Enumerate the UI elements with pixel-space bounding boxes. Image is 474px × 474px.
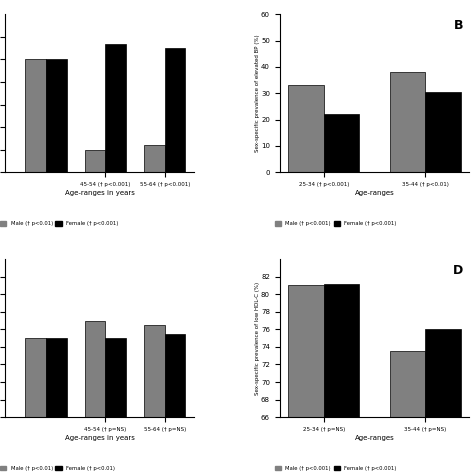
Bar (164, 334, 185, 474)
Bar (85, 320, 105, 474)
Bar (46, 59, 67, 172)
Y-axis label: Sex-specific prevalence of low HDL-C (%): Sex-specific prevalence of low HDL-C (%) (255, 282, 260, 395)
Bar (46, 338, 67, 474)
Bar (390, 72, 425, 172)
Legend: Male († p<0.001), Female († p<0.001): Male († p<0.001), Female († p<0.001) (273, 219, 399, 228)
Bar (324, 284, 359, 474)
X-axis label: Age-ranges: Age-ranges (355, 435, 394, 441)
Text: B: B (454, 19, 464, 32)
Bar (144, 145, 164, 172)
Y-axis label: Sex-specific prevalence of elevated BP (%): Sex-specific prevalence of elevated BP (… (255, 35, 260, 152)
Text: D: D (453, 264, 464, 277)
Bar (144, 325, 164, 474)
Bar (164, 48, 185, 172)
Bar (324, 114, 359, 172)
X-axis label: Age-ranges in years: Age-ranges in years (64, 435, 135, 441)
X-axis label: Age-ranges: Age-ranges (355, 190, 394, 196)
Bar (85, 150, 105, 172)
Legend: Male († p<0.01), Female († p<0.01): Male († p<0.01), Female († p<0.01) (0, 464, 117, 473)
Legend: Male († p<0.01), Female († p<0.001): Male († p<0.01), Female († p<0.001) (0, 219, 120, 228)
Bar (26, 338, 46, 474)
Bar (425, 92, 461, 172)
Bar (105, 338, 126, 474)
X-axis label: Age-ranges in years: Age-ranges in years (64, 190, 135, 196)
Bar (105, 44, 126, 172)
Bar (288, 85, 324, 172)
Legend: Male († p<0.001), Female († p<0.001): Male († p<0.001), Female († p<0.001) (273, 464, 399, 473)
Bar (390, 351, 425, 474)
Bar (288, 285, 324, 474)
Bar (425, 329, 461, 474)
Bar (26, 59, 46, 172)
